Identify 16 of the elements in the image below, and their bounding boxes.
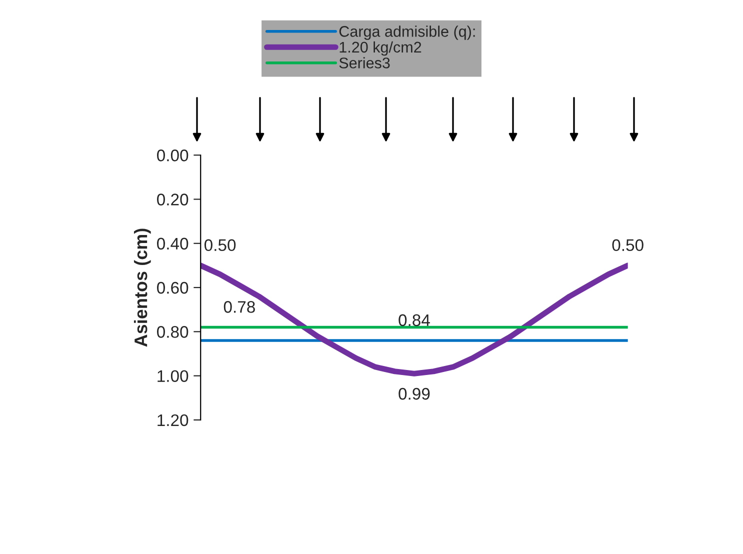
data-label: 0.50 bbox=[612, 239, 644, 252]
y-tick-label: 0.80 bbox=[157, 326, 188, 338]
legend-label: Carga admisible (q): bbox=[339, 26, 475, 40]
y-tick-label: 0.40 bbox=[157, 238, 188, 250]
data-label: 0.78 bbox=[224, 301, 255, 313]
data-label: 0.50 bbox=[204, 239, 236, 252]
legend-label: Series3 bbox=[339, 57, 390, 68]
y-tick-label: 1.00 bbox=[158, 370, 188, 382]
data-label: 0.99 bbox=[398, 388, 430, 400]
legend-label: 1.20 kg/cm2 bbox=[340, 41, 422, 56]
y-tick-label: 0.60 bbox=[157, 282, 188, 294]
y-tick-label: 1.20 bbox=[158, 414, 188, 426]
y-axis-title: Asientos (cm) bbox=[134, 228, 151, 347]
y-tick-label: 0.00 bbox=[157, 150, 188, 162]
data-label: 0.84 bbox=[398, 314, 430, 326]
y-tick-label: 0.20 bbox=[157, 194, 188, 206]
